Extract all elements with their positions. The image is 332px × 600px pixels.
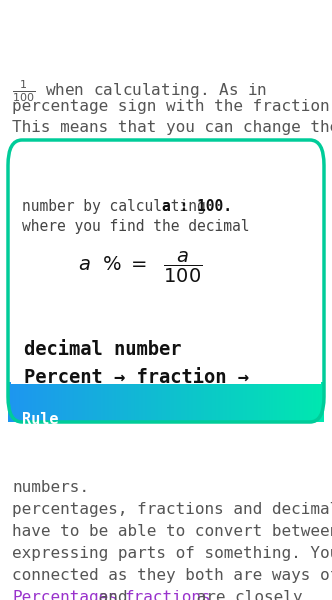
Text: fractions: fractions — [124, 590, 210, 600]
Text: Percent → fraction →: Percent → fraction → — [24, 368, 249, 387]
Text: Percentages: Percentages — [12, 590, 118, 600]
Text: percentage sign with the fraction: percentage sign with the fraction — [12, 99, 330, 114]
Text: a : 100.: a : 100. — [162, 199, 232, 214]
Text: $\frac{1}{100}$ when calculating. As in: $\frac{1}{100}$ when calculating. As in — [12, 78, 267, 104]
Text: This means that you can change the: This means that you can change the — [12, 120, 332, 135]
Text: number by calculating: number by calculating — [22, 199, 214, 214]
Text: have to be able to convert between: have to be able to convert between — [12, 524, 332, 539]
Text: expressing parts of something. You: expressing parts of something. You — [12, 546, 332, 561]
Text: where you find the decimal: where you find the decimal — [22, 219, 250, 234]
Text: $\mathit{a}$  % $=$  $\dfrac{\mathit{a}}{100}$: $\mathit{a}$ % $=$ $\dfrac{\mathit{a}}{1… — [78, 250, 203, 284]
Text: decimal number: decimal number — [24, 340, 182, 359]
Text: percentages, fractions and decimal: percentages, fractions and decimal — [12, 502, 332, 517]
FancyBboxPatch shape — [11, 140, 321, 384]
FancyBboxPatch shape — [8, 140, 324, 422]
Text: and: and — [89, 590, 137, 600]
FancyBboxPatch shape — [8, 140, 324, 382]
Text: connected as they both are ways of: connected as they both are ways of — [12, 568, 332, 583]
Text: Rule: Rule — [22, 412, 58, 427]
Text: are closely: are closely — [187, 590, 302, 600]
Text: numbers.: numbers. — [12, 480, 89, 495]
